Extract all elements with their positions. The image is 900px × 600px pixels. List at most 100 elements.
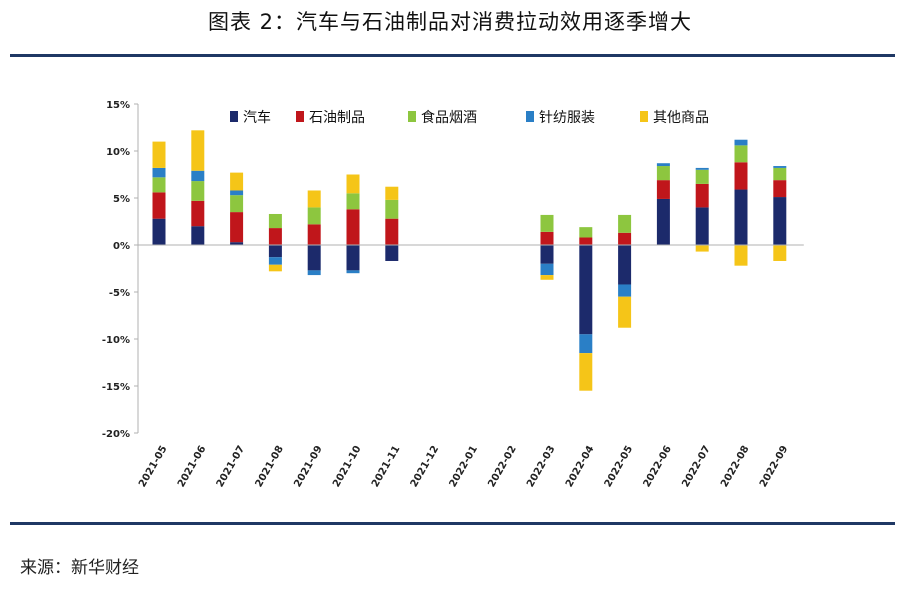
bar-segment	[695, 167, 709, 170]
x-tick-label: 2022-05	[603, 444, 635, 489]
y-tick-label: -20%	[102, 429, 130, 440]
bar-segment	[773, 180, 787, 198]
y-tick-label: 5%	[113, 194, 130, 205]
bar-segment	[191, 226, 205, 245]
bar-segment	[618, 245, 632, 285]
bar-segment	[230, 242, 244, 245]
x-tick-label: 2021-06	[176, 444, 208, 489]
bar-segment	[540, 263, 554, 276]
legend-label: 针纺服装	[539, 110, 595, 126]
bar-segment	[152, 177, 166, 193]
bar-segment	[618, 296, 632, 328]
bar-segment	[191, 170, 205, 182]
y-tick-label: -15%	[102, 382, 130, 393]
bar-segment	[656, 198, 670, 245]
x-tick-label: 2022-09	[758, 444, 790, 489]
bar-segment	[307, 245, 321, 271]
x-tick-label: 2022-04	[564, 444, 596, 489]
bar-segment	[230, 172, 244, 191]
y-tick-label: -5%	[109, 288, 130, 299]
bar-segment	[734, 162, 748, 190]
legend-label: 其他商品	[653, 110, 709, 126]
bar-segment	[385, 218, 399, 245]
bottom-rule	[10, 522, 895, 525]
bar-segment	[734, 245, 748, 266]
bar-segment	[268, 257, 282, 265]
legend-swatch	[230, 111, 238, 122]
bar-segment	[152, 167, 166, 178]
bar-segment	[268, 264, 282, 272]
bar-segment	[268, 245, 282, 258]
x-tick-label: 2021-09	[292, 444, 324, 489]
bar-segment	[307, 224, 321, 245]
bar-segment	[618, 232, 632, 245]
bar-segment	[268, 213, 282, 229]
legend-swatch	[296, 111, 304, 122]
x-tick-label: 2022-08	[719, 444, 751, 489]
bar-segment	[540, 231, 554, 245]
bar-segment	[656, 180, 670, 199]
bar-segment	[346, 193, 360, 210]
bar-segment	[579, 334, 593, 354]
bar-segment	[695, 207, 709, 245]
legend-swatch	[640, 111, 648, 122]
bar-segment	[540, 245, 554, 264]
x-tick-label: 2021-12	[409, 444, 441, 489]
bar-segment	[734, 145, 748, 163]
bar-segment	[385, 245, 399, 261]
figure-title: 图表 2：汽车与石油制品对消费拉动效用逐季增大	[207, 10, 693, 34]
bar-segment	[579, 353, 593, 391]
bar-segment	[307, 190, 321, 208]
bar-segment	[152, 141, 166, 168]
x-axis: 2021-05 2021-06 2021-07 2021-08 2021-09 2021-…	[137, 244, 804, 489]
legend-label: 汽车	[243, 109, 271, 126]
y-tick-label: 15%	[106, 100, 130, 111]
x-tick-label: 2022-07	[680, 444, 712, 489]
bar-segment	[230, 195, 244, 213]
bar-segment	[734, 139, 748, 146]
bar-segment	[152, 192, 166, 219]
source-note: 来源：新华财经	[20, 558, 139, 578]
x-tick-label: 2021-08	[254, 444, 286, 489]
legend-label: 石油制品	[309, 110, 365, 126]
bar-segment	[230, 190, 244, 196]
legend-swatch	[408, 111, 416, 122]
bar-segment	[773, 245, 787, 261]
bar-segment	[191, 181, 205, 201]
y-tick-label: 0%	[113, 241, 130, 252]
x-tick-label: 2021-05	[137, 444, 169, 489]
x-tick-label: 2022-02	[486, 444, 518, 489]
bar-segment	[346, 245, 360, 271]
bar-segment	[579, 237, 593, 245]
bar-segment	[695, 245, 709, 252]
bar-segment	[695, 183, 709, 208]
bar-segment	[385, 186, 399, 200]
legend-label: 食品烟酒	[421, 109, 477, 126]
bar-segment	[579, 245, 593, 335]
bar-segment	[773, 166, 787, 168]
x-tick-label: 2022-01	[448, 444, 480, 489]
bar-segment	[618, 214, 632, 233]
bar-segment	[656, 166, 670, 181]
top-rule	[10, 54, 895, 57]
bar-segment	[540, 214, 554, 232]
bar-segment	[773, 197, 787, 245]
x-tick-label: 2021-07	[215, 444, 247, 489]
bar-segment	[656, 163, 670, 167]
x-tick-label: 2022-03	[525, 444, 557, 489]
legend: 汽车 石油制品 食品烟酒 针纺服装 其他商品	[230, 109, 709, 126]
bar-segment	[307, 207, 321, 225]
x-tick-label: 2021-10	[331, 444, 363, 489]
x-tick-label: 2021-11	[370, 444, 402, 489]
bar-segment	[346, 209, 360, 245]
y-axis: 15% 10% 5% 0% -5% -10% -15% -20%	[102, 100, 139, 440]
bar-segment	[579, 227, 593, 238]
bar-segment	[191, 200, 205, 227]
bar-segment	[695, 169, 709, 184]
y-tick-label: -10%	[102, 335, 130, 346]
bar-segment	[152, 218, 166, 245]
bar-segment	[540, 275, 554, 280]
bar-segment	[346, 270, 360, 274]
bar-segment	[618, 284, 632, 297]
